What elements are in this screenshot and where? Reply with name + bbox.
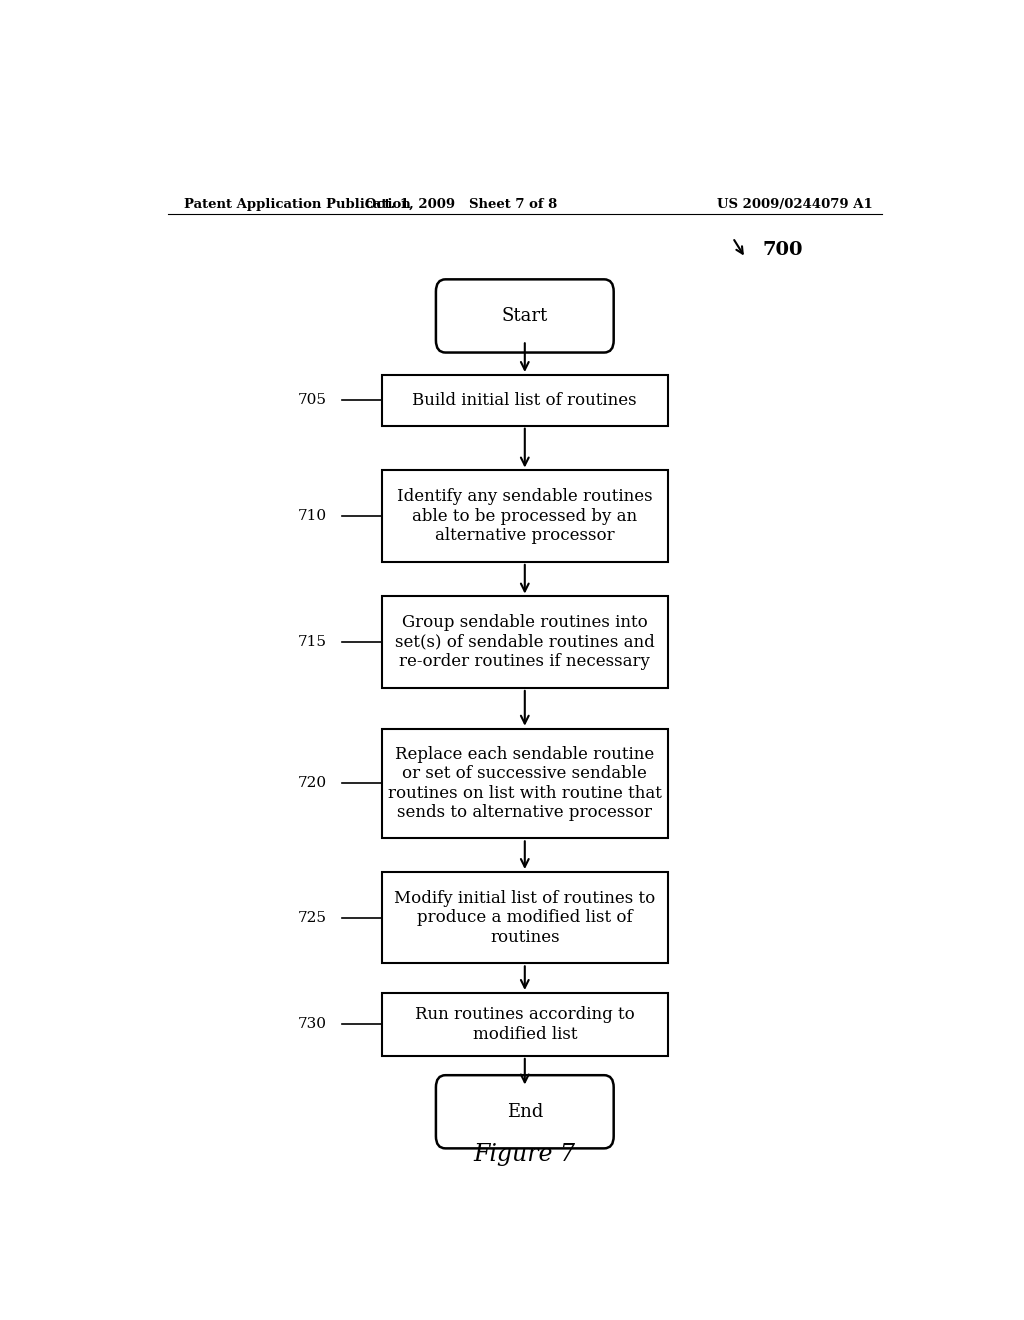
Text: Oct. 1, 2009   Sheet 7 of 8: Oct. 1, 2009 Sheet 7 of 8	[366, 198, 557, 211]
Text: 730: 730	[297, 1018, 327, 1031]
Text: Replace each sendable routine
or set of successive sendable
routines on list wit: Replace each sendable routine or set of …	[388, 746, 662, 821]
Text: 720: 720	[297, 776, 327, 791]
Text: 725: 725	[297, 911, 327, 924]
Text: Group sendable routines into
set(s) of sendable routines and
re-order routines i: Group sendable routines into set(s) of s…	[395, 614, 654, 671]
Text: Start: Start	[502, 308, 548, 325]
Text: End: End	[507, 1102, 543, 1121]
Bar	[382, 470, 668, 562]
Text: 715: 715	[297, 635, 327, 649]
Text: US 2009/0244079 A1: US 2009/0244079 A1	[717, 198, 872, 211]
Bar	[382, 729, 668, 838]
Text: Build initial list of routines: Build initial list of routines	[413, 392, 637, 409]
Text: Run routines according to
modified list: Run routines according to modified list	[415, 1006, 635, 1043]
FancyBboxPatch shape	[436, 280, 613, 352]
Bar	[382, 375, 668, 426]
Bar	[382, 873, 668, 964]
Text: Patent Application Publication: Patent Application Publication	[183, 198, 411, 211]
Bar	[382, 597, 668, 688]
Text: Figure 7: Figure 7	[474, 1143, 575, 1166]
Text: 710: 710	[297, 510, 327, 523]
Text: 700: 700	[763, 240, 804, 259]
Text: 705: 705	[297, 393, 327, 408]
FancyBboxPatch shape	[436, 1076, 613, 1148]
Text: Identify any sendable routines
able to be processed by an
alternative processor: Identify any sendable routines able to b…	[397, 488, 652, 544]
Text: Modify initial list of routines to
produce a modified list of
routines: Modify initial list of routines to produ…	[394, 890, 655, 945]
Bar	[382, 993, 668, 1056]
